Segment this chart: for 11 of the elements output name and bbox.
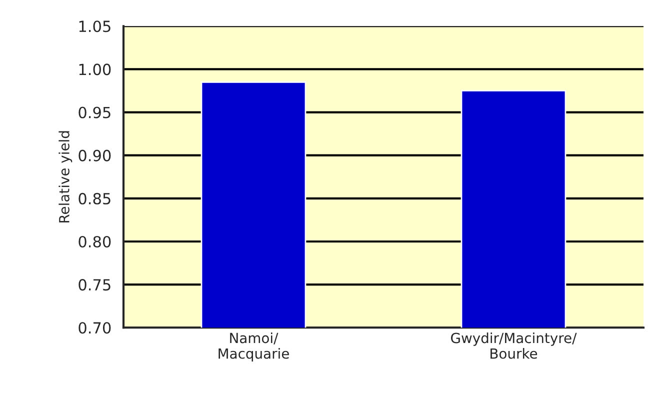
x-tick-label: Namoi/ Macquarie [218, 332, 289, 362]
x-tick-label: Gwydir/Macintyre/ Bourke [451, 332, 577, 359]
y-tick-label: 0.90 [78, 150, 111, 162]
y-tick-label: 0.95 [78, 106, 110, 118]
y-axis-title: Relative yield [58, 131, 72, 222]
y-tick-label: 0.80 [78, 236, 111, 248]
y-tick-label: 0.70 [78, 322, 111, 334]
y-tick-label: 1.05 [79, 20, 110, 32]
y-tick-label: 0.85 [78, 192, 110, 204]
y-tick-label: 0.75 [78, 279, 110, 291]
y-tick-label: 1.00 [79, 64, 111, 76]
